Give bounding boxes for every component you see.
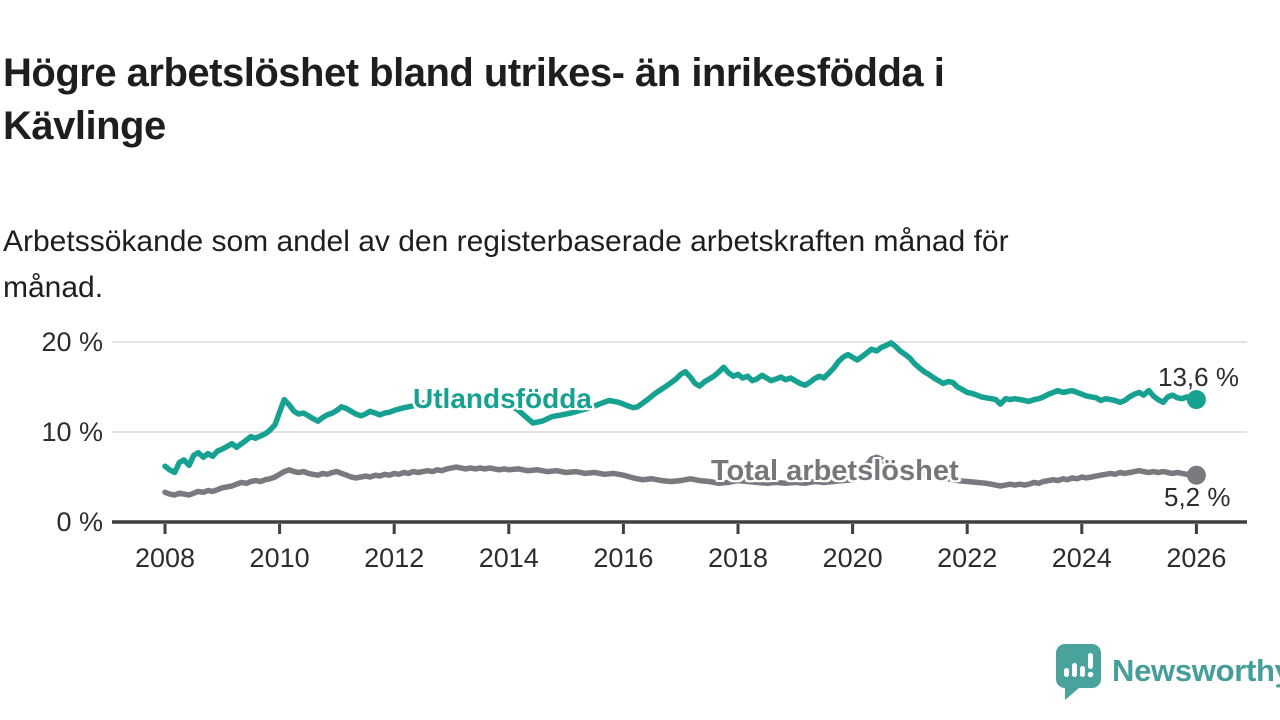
page-subtitle: Arbetssökande som andel av den registerb… xyxy=(3,225,1009,304)
newsworthy-speech-bubble-bar-chart-icon xyxy=(1056,644,1101,700)
newsworthy-logo[interactable]: Newsworthy xyxy=(1053,642,1280,704)
x-tick-label: 2020 xyxy=(823,543,883,573)
newsworthy-logo-text: Newsworthy xyxy=(1112,653,1280,688)
x-tick-label: 2012 xyxy=(364,543,424,573)
series-end-dot-utlandsfodda xyxy=(1186,390,1206,410)
x-tick-label: 2018 xyxy=(708,543,768,573)
x-tick-label: 2014 xyxy=(479,543,539,573)
end-value-label-total: 5,2 % xyxy=(1164,482,1231,512)
series-end-dot-total xyxy=(1186,465,1206,485)
series-line-utlandsfodda xyxy=(162,340,1200,476)
x-tick-label: 2024 xyxy=(1052,543,1112,573)
x-tick-label: 2026 xyxy=(1166,543,1226,573)
x-tick-label: 2022 xyxy=(937,543,997,573)
y-tick-label: 20 % xyxy=(41,327,103,357)
series-line-total xyxy=(162,454,1200,498)
series-label-utlandsfodda: Utlandsfödda xyxy=(413,383,592,414)
y-tick-label: 10 % xyxy=(41,417,103,447)
x-tick-label: 2016 xyxy=(593,543,653,573)
page-title: Högre arbetslöshet bland utrikes- än inr… xyxy=(3,50,945,148)
series-label-total-arbetsloshet: Total arbetslöshet xyxy=(711,455,959,487)
x-tick-label: 2010 xyxy=(250,543,310,573)
y-tick-label: 0 % xyxy=(56,507,103,537)
end-value-label-utlandsfodda: 13,6 % xyxy=(1158,362,1239,392)
x-tick-label: 2008 xyxy=(135,543,195,573)
